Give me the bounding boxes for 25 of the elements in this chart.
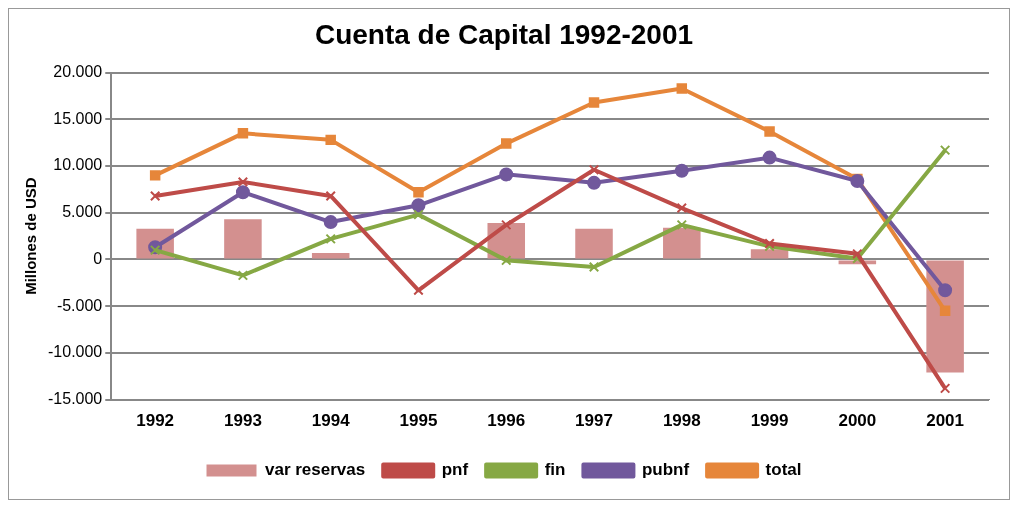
x-tick-label: 1995 (399, 411, 438, 431)
y-tick-label: 0 (93, 249, 103, 267)
x-tick-label: 2001 (926, 411, 965, 431)
legend-label: fin (544, 460, 566, 480)
legend-label: pnf (441, 460, 469, 480)
x-tick-label: 1998 (662, 411, 701, 431)
y-tick-label: 10.000 (53, 156, 103, 174)
y-tick-label: 5.000 (62, 203, 103, 221)
x-tick-label: 1997 (575, 411, 613, 431)
legend-label: pubnf (641, 460, 690, 480)
x-tick-label: 1992 (136, 411, 175, 431)
x-tick-label: 1994 (311, 411, 351, 431)
y-tick-label: -5.000 (56, 296, 103, 314)
y-tick-label: -10.000 (48, 343, 103, 361)
legend-label: total (765, 460, 802, 480)
x-tick-label: 2000 (838, 411, 877, 431)
y-axis-title: Millones de USD (22, 177, 40, 295)
chart-title: Cuenta de Capital 1992-2001 (314, 18, 694, 50)
x-tick-label: 1999 (750, 411, 789, 431)
y-tick-label: 20.000 (53, 63, 103, 81)
x-tick-label: 1996 (487, 411, 526, 431)
legend-label: var reservas (265, 460, 366, 480)
y-tick-label: -15.000 (48, 390, 103, 408)
x-tick-label: 1993 (224, 411, 262, 431)
y-tick-label: 15.000 (53, 109, 103, 127)
